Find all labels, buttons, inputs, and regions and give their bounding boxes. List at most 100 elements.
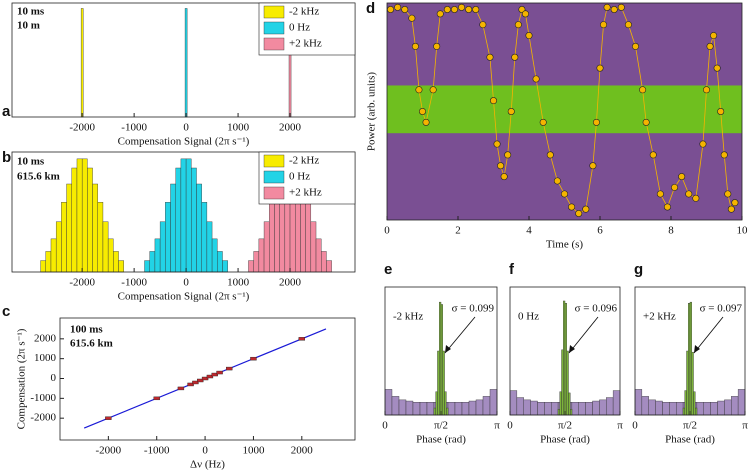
point bbox=[436, 10, 444, 18]
legend-label: 0 Hz bbox=[289, 171, 310, 183]
bar bbox=[154, 238, 161, 273]
bar bbox=[686, 350, 689, 416]
arrow-head bbox=[569, 345, 575, 353]
bar bbox=[405, 400, 414, 416]
annotation: 0 Hz bbox=[518, 311, 539, 323]
bar bbox=[170, 183, 176, 273]
bar bbox=[585, 402, 593, 416]
point bbox=[685, 190, 693, 198]
bar bbox=[691, 351, 694, 416]
bar bbox=[76, 158, 83, 273]
bar bbox=[97, 202, 104, 273]
point bbox=[720, 151, 728, 159]
point bbox=[394, 3, 402, 11]
bar bbox=[570, 408, 573, 416]
point bbox=[211, 372, 218, 377]
point bbox=[206, 374, 214, 379]
bar bbox=[696, 402, 704, 416]
panel-letter: b bbox=[2, 149, 11, 166]
bar bbox=[206, 221, 213, 273]
bar bbox=[737, 389, 746, 416]
bar bbox=[391, 396, 400, 416]
point bbox=[216, 370, 223, 375]
bar bbox=[419, 402, 428, 416]
bar bbox=[433, 407, 436, 416]
bar bbox=[563, 300, 566, 416]
panel-letter: e bbox=[384, 261, 392, 278]
bar bbox=[599, 399, 607, 416]
bar bbox=[634, 389, 643, 416]
bar bbox=[693, 391, 696, 416]
y-tick-label: -2000 bbox=[30, 412, 56, 424]
bar bbox=[516, 397, 524, 416]
bar bbox=[426, 402, 435, 416]
x-tick-label: 2 bbox=[455, 225, 461, 237]
point bbox=[692, 194, 700, 202]
point bbox=[497, 162, 505, 170]
point bbox=[226, 366, 233, 371]
bar bbox=[439, 301, 442, 416]
point bbox=[504, 151, 512, 159]
plot-frame bbox=[11, 2, 356, 118]
point bbox=[553, 177, 561, 185]
x-axis-label: Compensation Signal (2π s⁻¹) bbox=[118, 291, 250, 303]
annotation: σ = 0.097 bbox=[700, 303, 743, 315]
point bbox=[699, 140, 707, 148]
arrow-head bbox=[445, 345, 451, 353]
bar bbox=[81, 158, 88, 273]
bar bbox=[326, 260, 332, 273]
x-tick-label: π/2 bbox=[434, 420, 448, 432]
point bbox=[105, 416, 112, 420]
bar bbox=[717, 400, 725, 416]
bar bbox=[144, 260, 150, 273]
x-tick-label: -2000 bbox=[96, 445, 122, 457]
point bbox=[649, 151, 657, 159]
legend-swatch bbox=[263, 5, 285, 19]
point bbox=[710, 32, 718, 40]
plot-frame bbox=[386, 2, 743, 221]
point bbox=[401, 6, 409, 14]
point bbox=[568, 203, 576, 211]
bar bbox=[703, 402, 711, 416]
point bbox=[592, 118, 600, 126]
point bbox=[197, 378, 204, 383]
legend-swatch bbox=[263, 170, 285, 184]
point bbox=[582, 205, 590, 213]
point bbox=[458, 3, 466, 11]
point bbox=[671, 183, 679, 191]
arrow bbox=[693, 316, 724, 354]
point bbox=[713, 64, 721, 72]
bar bbox=[80, 8, 84, 118]
x-tick-label: 2000 bbox=[279, 122, 302, 134]
point bbox=[443, 6, 451, 14]
x-tick-label: 2000 bbox=[279, 277, 302, 289]
bar bbox=[446, 407, 449, 416]
bar bbox=[559, 391, 562, 416]
panel-letter: d bbox=[366, 0, 375, 17]
x-tick-label: 0 bbox=[202, 445, 208, 457]
annotation: +2 kHz bbox=[643, 311, 676, 323]
bar bbox=[662, 402, 670, 416]
point bbox=[450, 6, 458, 14]
panel: -2000 -1000 0 1000 2000 Compensation Signal (… bbox=[2, 2, 356, 148]
bar bbox=[468, 400, 477, 416]
bar bbox=[561, 349, 564, 416]
point bbox=[472, 6, 480, 14]
x-tick-label: 0 bbox=[183, 122, 189, 134]
bar bbox=[731, 396, 739, 416]
arrow-head bbox=[694, 345, 700, 353]
bar bbox=[437, 350, 440, 416]
bar bbox=[444, 391, 447, 416]
bar bbox=[165, 202, 171, 273]
point bbox=[422, 118, 430, 126]
point bbox=[500, 173, 508, 181]
x-tick-label: 1000 bbox=[242, 445, 265, 457]
point bbox=[429, 86, 437, 94]
x-axis-label: Phase (rad) bbox=[665, 434, 715, 446]
arrow bbox=[444, 316, 476, 354]
legend-label: +2 kHz bbox=[289, 38, 322, 50]
bar bbox=[66, 183, 72, 273]
point bbox=[187, 382, 194, 387]
x-tick-label: -1000 bbox=[144, 445, 170, 457]
bar bbox=[107, 238, 114, 273]
